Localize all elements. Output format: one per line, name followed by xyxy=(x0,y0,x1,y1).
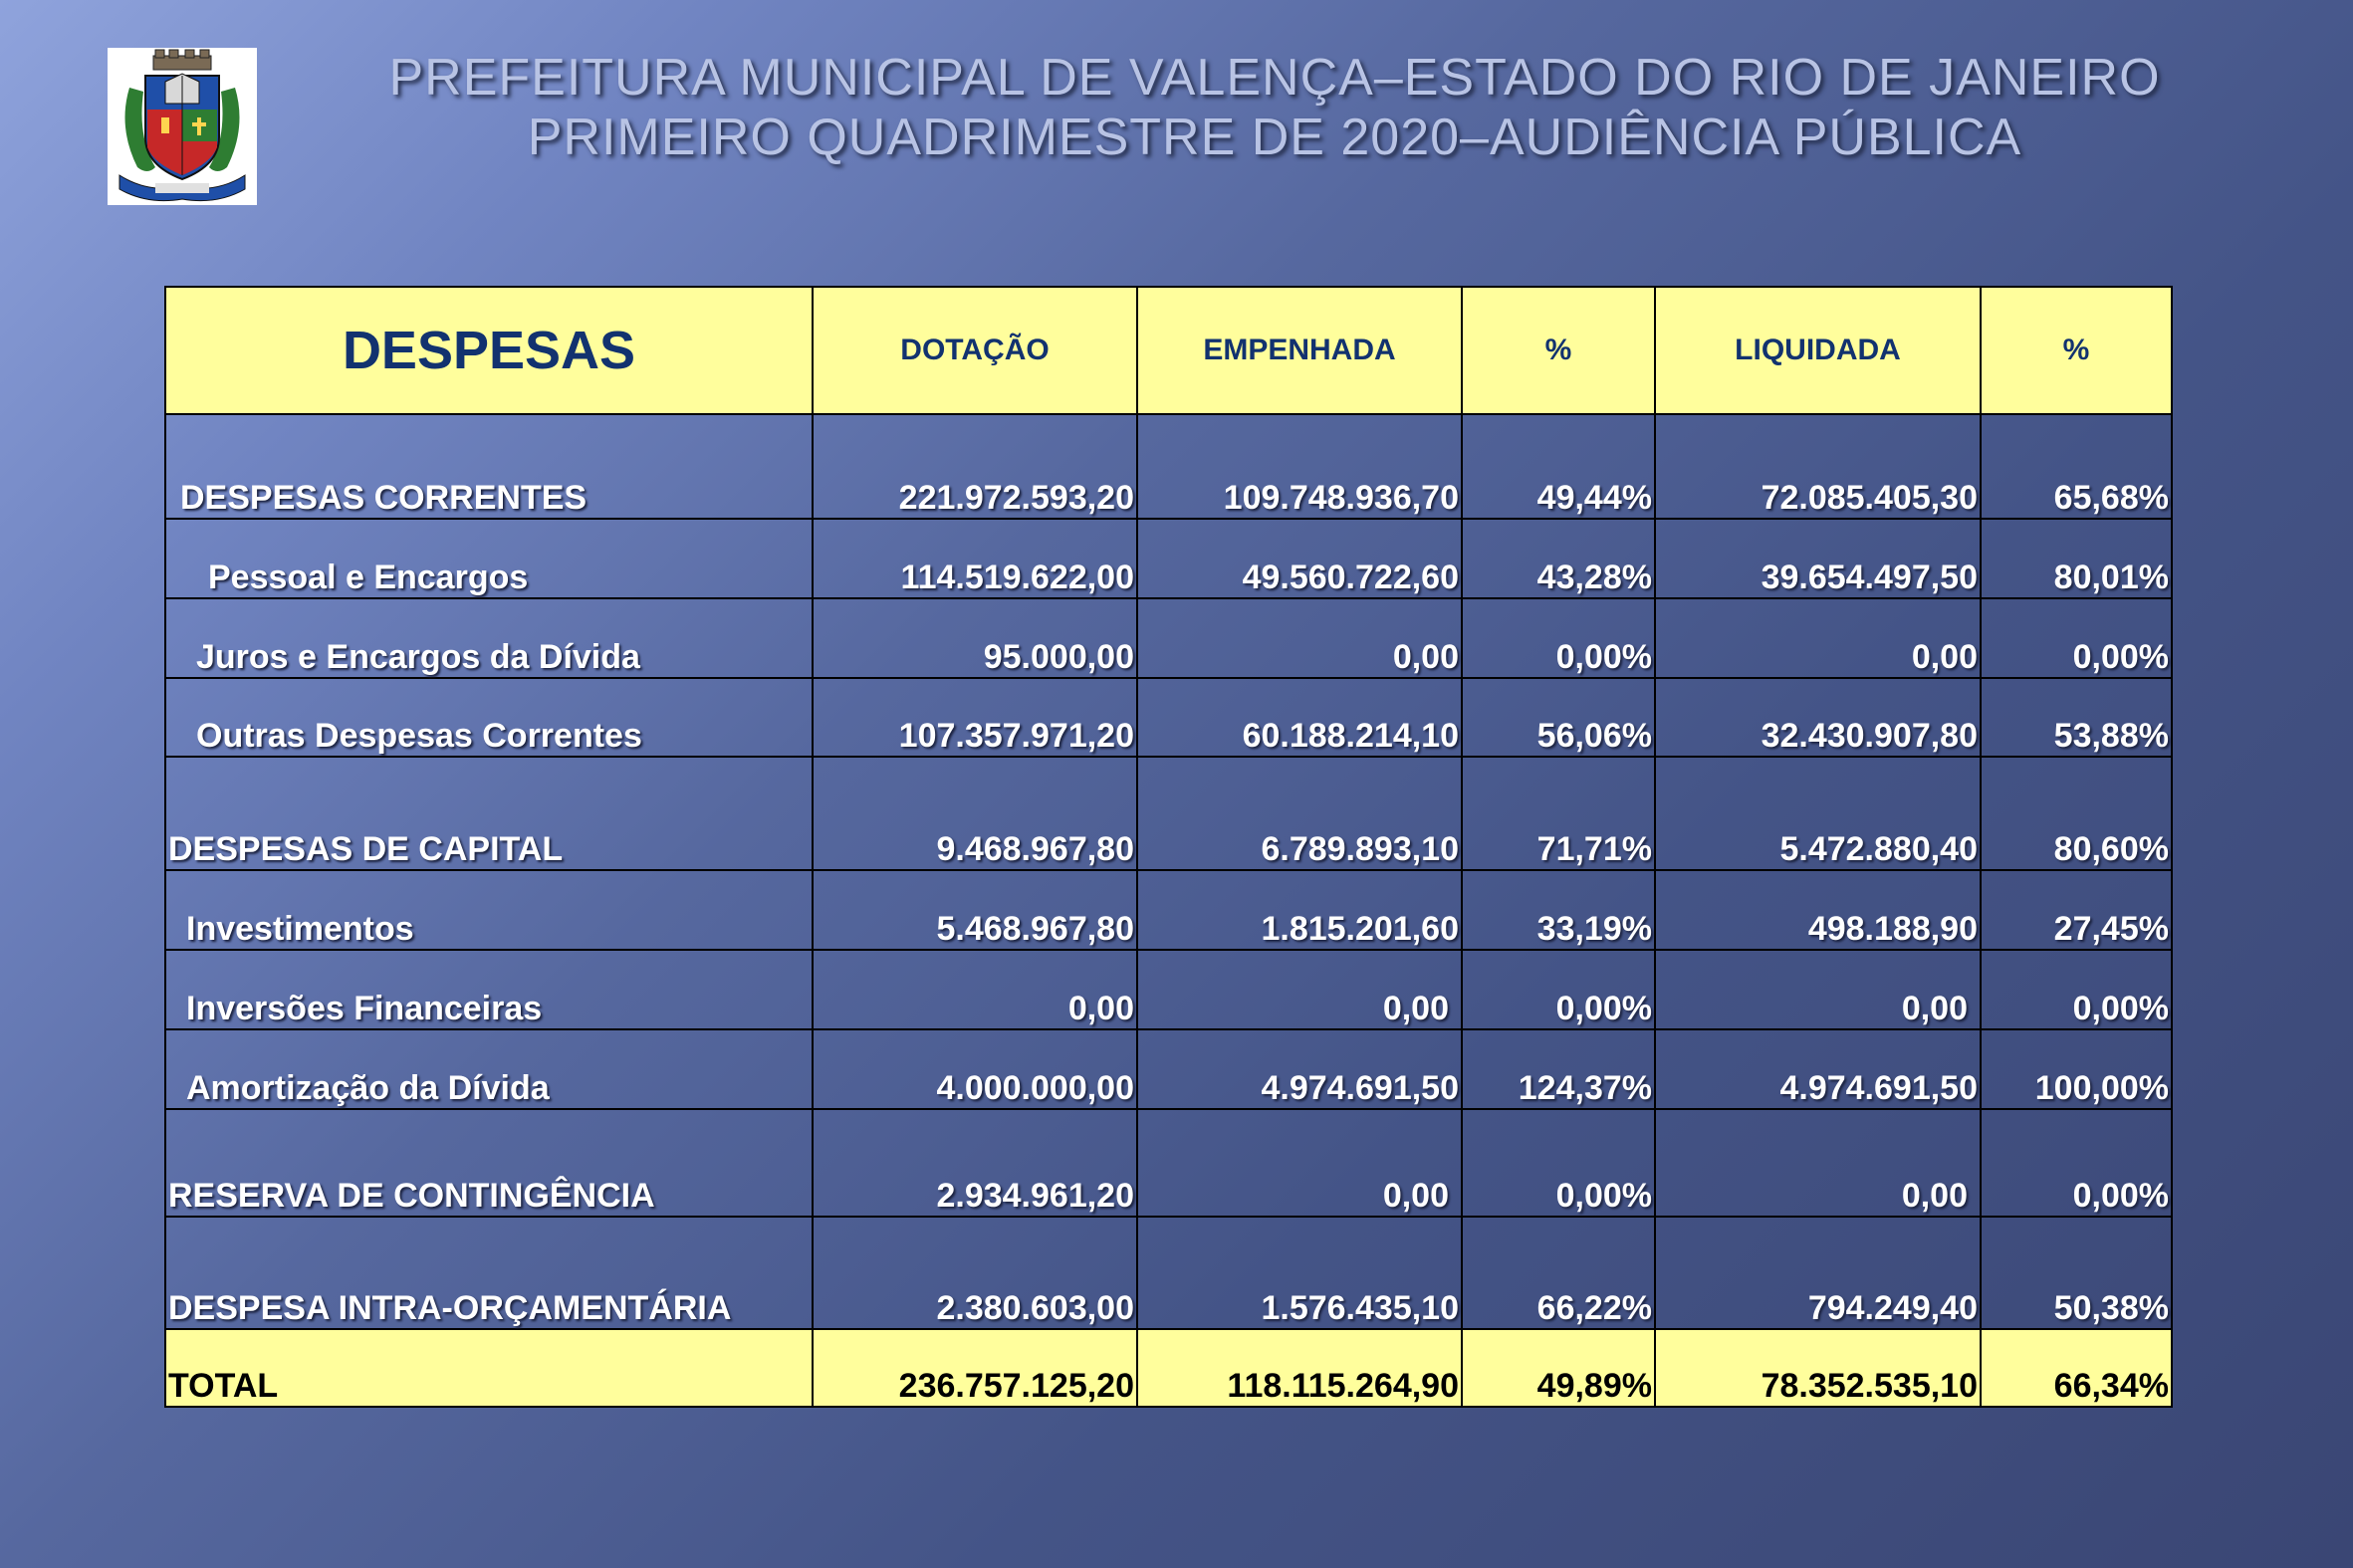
title-line-1: PREFEITURA MUNICIPAL DE VALENÇA–ESTADO D… xyxy=(388,49,2161,107)
cell-percent-empenhada: 56,06% xyxy=(1461,677,1656,758)
row-label: Outras Despesas Correntes xyxy=(164,677,814,758)
cell-dotacao: 114.519.622,00 xyxy=(812,518,1138,599)
cell-empenhada: 109.748.936,70 xyxy=(1136,413,1463,520)
cell-percent-liquidada: 100,00% xyxy=(1980,1028,2173,1110)
cell-dotacao: 2.934.961,20 xyxy=(812,1108,1138,1218)
cell-percent-empenhada: 0,00% xyxy=(1461,1108,1656,1218)
cell-dotacao: 0,00 xyxy=(812,949,1138,1030)
row-label: Pessoal e Encargos xyxy=(164,518,814,599)
cell-percent-empenhada: 71,71% xyxy=(1461,756,1656,871)
cell-dotacao: 107.357.971,20 xyxy=(812,677,1138,758)
cell-percent-empenhada: 66,22% xyxy=(1461,1216,1656,1330)
row-label: TOTAL xyxy=(164,1328,814,1408)
row-label: Juros e Encargos da Dívida xyxy=(164,597,814,679)
cell-liquidada: 72.085.405,30 xyxy=(1654,413,1982,520)
row-label: DESPESA INTRA-ORÇAMENTÁRIA xyxy=(164,1216,814,1330)
row-label: Inversões Financeiras xyxy=(164,949,814,1030)
cell-percent-liquidada: 66,34% xyxy=(1980,1328,2173,1408)
table-row-investimentos: Investimentos 5.468.967,80 1.815.201,60 … xyxy=(164,869,2173,951)
page-title: PREFEITURA MUNICIPAL DE VALENÇA–ESTADO D… xyxy=(299,48,2250,167)
cell-percent-empenhada: 0,00% xyxy=(1461,949,1656,1030)
cell-liquidada: 5.472.880,40 xyxy=(1654,756,1982,871)
table-header-row: DESPESAS DOTAÇÃO EMPENHADA % LIQUIDADA % xyxy=(164,286,2173,415)
cell-dotacao: 4.000.000,00 xyxy=(812,1028,1138,1110)
table-row-despesas-correntes: DESPESAS CORRENTES 221.972.593,20 109.74… xyxy=(164,413,2173,520)
row-label: Amortização da Dívida xyxy=(164,1028,814,1110)
column-header-liquidada: LIQUIDADA xyxy=(1654,286,1982,415)
title-line-2: PRIMEIRO QUADRIMESTRE DE 2020–AUDIÊNCIA … xyxy=(527,109,2022,166)
cell-percent-liquidada: 53,88% xyxy=(1980,677,2173,758)
cell-percent-liquidada: 50,38% xyxy=(1980,1216,2173,1330)
cell-percent-empenhada: 0,00% xyxy=(1461,597,1656,679)
cell-percent-empenhada: 49,89% xyxy=(1461,1328,1656,1408)
cell-liquidada: 32.430.907,80 xyxy=(1654,677,1982,758)
cell-liquidada: 39.654.497,50 xyxy=(1654,518,1982,599)
cell-percent-liquidada: 0,00% xyxy=(1980,597,2173,679)
cell-empenhada: 6.789.893,10 xyxy=(1136,756,1463,871)
cell-liquidada: 0,00 xyxy=(1654,597,1982,679)
cell-dotacao: 221.972.593,20 xyxy=(812,413,1138,520)
municipal-coat-of-arms-logo xyxy=(108,48,257,205)
cell-empenhada: 0,00 xyxy=(1136,949,1463,1030)
cell-percent-liquidada: 27,45% xyxy=(1980,869,2173,951)
cell-liquidada: 78.352.535,10 xyxy=(1654,1328,1982,1408)
cell-dotacao: 9.468.967,80 xyxy=(812,756,1138,871)
column-header-despesas: DESPESAS xyxy=(164,286,814,415)
cell-dotacao: 5.468.967,80 xyxy=(812,869,1138,951)
cell-empenhada: 49.560.722,60 xyxy=(1136,518,1463,599)
cell-percent-empenhada: 43,28% xyxy=(1461,518,1656,599)
cell-empenhada: 4.974.691,50 xyxy=(1136,1028,1463,1110)
column-header-empenhada: EMPENHADA xyxy=(1136,286,1463,415)
cell-empenhada: 0,00 xyxy=(1136,597,1463,679)
row-label: DESPESAS CORRENTES xyxy=(164,413,814,520)
row-label: RESERVA DE CONTINGÊNCIA xyxy=(164,1108,814,1218)
cell-percent-liquidada: 0,00% xyxy=(1980,949,2173,1030)
table-row-pessoal-encargos: Pessoal e Encargos 114.519.622,00 49.560… xyxy=(164,518,2173,599)
cell-percent-empenhada: 49,44% xyxy=(1461,413,1656,520)
table-row-juros-encargos-divida: Juros e Encargos da Dívida 95.000,00 0,0… xyxy=(164,597,2173,679)
table-row-despesas-de-capital: DESPESAS DE CAPITAL 9.468.967,80 6.789.8… xyxy=(164,756,2173,871)
table-row-despesa-intra-orcamentaria: DESPESA INTRA-ORÇAMENTÁRIA 2.380.603,00 … xyxy=(164,1216,2173,1330)
coat-of-arms-icon xyxy=(108,48,257,205)
cell-percent-empenhada: 33,19% xyxy=(1461,869,1656,951)
cell-empenhada: 118.115.264,90 xyxy=(1136,1328,1463,1408)
cell-percent-liquidada: 0,00% xyxy=(1980,1108,2173,1218)
cell-dotacao: 2.380.603,00 xyxy=(812,1216,1138,1330)
table-row-reserva-contingencia: RESERVA DE CONTINGÊNCIA 2.934.961,20 0,0… xyxy=(164,1108,2173,1218)
cell-empenhada: 1.815.201,60 xyxy=(1136,869,1463,951)
cell-percent-liquidada: 65,68% xyxy=(1980,413,2173,520)
cell-liquidada: 4.974.691,50 xyxy=(1654,1028,1982,1110)
cell-empenhada: 60.188.214,10 xyxy=(1136,677,1463,758)
column-header-percent-empenhada: % xyxy=(1461,286,1656,415)
cell-percent-liquidada: 80,60% xyxy=(1980,756,2173,871)
cell-liquidada: 0,00 xyxy=(1654,1108,1982,1218)
row-label: DESPESAS DE CAPITAL xyxy=(164,756,814,871)
cell-dotacao: 95.000,00 xyxy=(812,597,1138,679)
cell-dotacao: 236.757.125,20 xyxy=(812,1328,1138,1408)
row-label: Investimentos xyxy=(164,869,814,951)
cell-liquidada: 794.249,40 xyxy=(1654,1216,1982,1330)
table-row-total: TOTAL 236.757.125,20 118.115.264,90 49,8… xyxy=(164,1328,2173,1408)
cell-empenhada: 1.576.435,10 xyxy=(1136,1216,1463,1330)
column-header-dotacao: DOTAÇÃO xyxy=(812,286,1138,415)
table-row-outras-despesas-correntes: Outras Despesas Correntes 107.357.971,20… xyxy=(164,677,2173,758)
table-row-amortizacao-divida: Amortização da Dívida 4.000.000,00 4.974… xyxy=(164,1028,2173,1110)
table-row-inversoes-financeiras: Inversões Financeiras 0,00 0,00 0,00% 0,… xyxy=(164,949,2173,1030)
expenses-table: DESPESAS DOTAÇÃO EMPENHADA % LIQUIDADA %… xyxy=(164,286,2173,1408)
cell-liquidada: 0,00 xyxy=(1654,949,1982,1030)
cell-liquidada: 498.188,90 xyxy=(1654,869,1982,951)
cell-empenhada: 0,00 xyxy=(1136,1108,1463,1218)
cell-percent-empenhada: 124,37% xyxy=(1461,1028,1656,1110)
cell-percent-liquidada: 80,01% xyxy=(1980,518,2173,599)
column-header-percent-liquidada: % xyxy=(1980,286,2173,415)
